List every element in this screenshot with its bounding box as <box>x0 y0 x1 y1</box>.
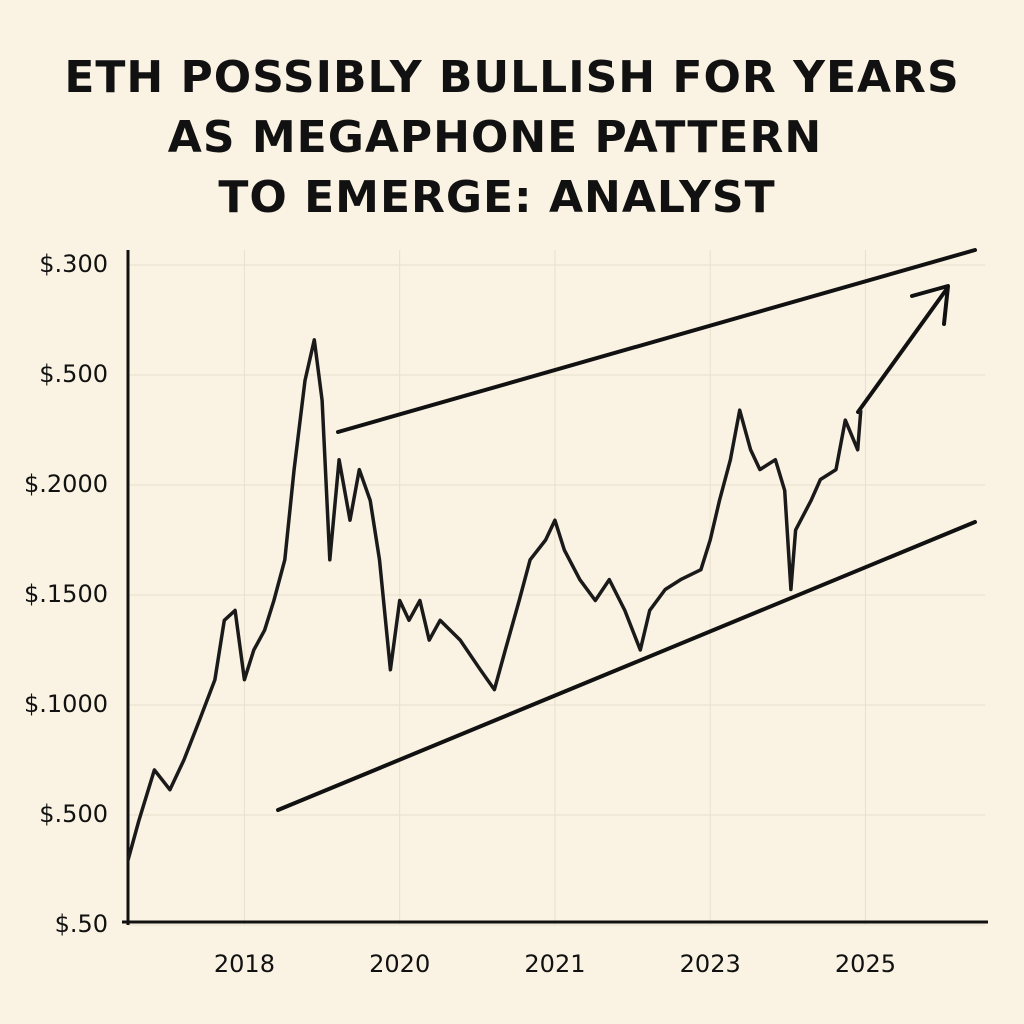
grid <box>128 250 985 926</box>
y-tick-label: $.500 <box>39 360 108 388</box>
x-tick-label: 2020 <box>369 950 430 978</box>
arrow-head <box>910 284 950 326</box>
x-tick-label: 2021 <box>524 950 585 978</box>
chart-title: ETH POSSIBLY BULLISH FOR YEARS <box>64 52 959 103</box>
y-tick-label: $.300 <box>39 250 108 278</box>
x-tick-label: 2023 <box>680 950 741 978</box>
arrow-shaft <box>856 288 948 414</box>
x-tick-label: 2025 <box>835 950 896 978</box>
chart-title: TO EMERGE: ANALYST <box>218 172 775 223</box>
y-tick-label: $.50 <box>55 910 108 938</box>
projection-arrow <box>856 284 950 414</box>
lower-trendline <box>276 520 977 812</box>
y-tick-label: $.2000 <box>24 470 108 498</box>
y-tick-label: $.1000 <box>24 690 108 718</box>
chart-title: AS MEGAPHONE PATTERN <box>168 112 822 163</box>
price-line <box>126 338 863 861</box>
x-tick-label: 2018 <box>214 950 275 978</box>
y-tick-label: $.500 <box>39 800 108 828</box>
y-tick-label: $.1500 <box>24 580 108 608</box>
upper-trendline <box>336 248 977 434</box>
